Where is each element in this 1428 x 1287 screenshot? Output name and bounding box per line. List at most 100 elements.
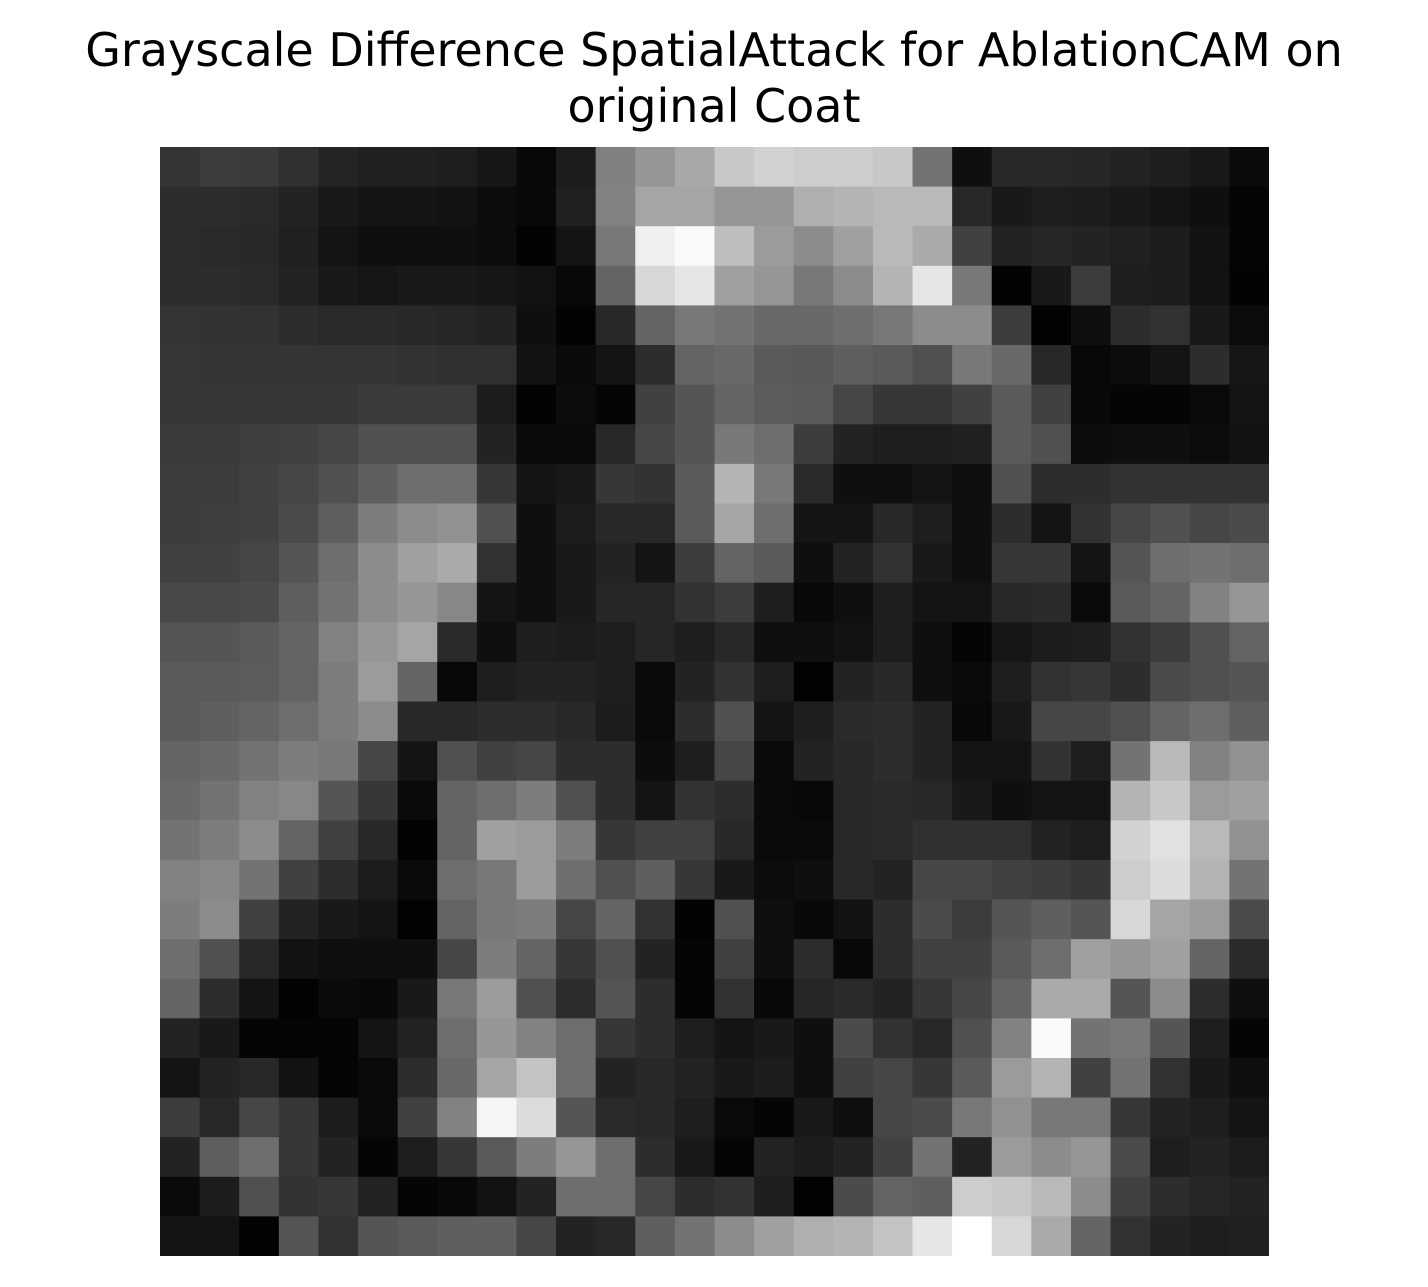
heatmap-cell-r1-c16 [793,186,834,227]
heatmap-cell-r18-c26 [1189,859,1230,901]
heatmap-cell-r25-c7 [437,1137,478,1178]
heatmap-cell-r20-c0 [160,939,201,980]
heatmap-cell-r8-c4 [318,463,359,505]
heatmap-cell-r25-c2 [239,1137,280,1178]
heatmap-cell-r19-c25 [1150,899,1191,940]
heatmap-cell-r14-c21 [991,701,1032,742]
heatmap-cell-r21-c16 [793,978,834,1019]
heatmap-cell-r6-c7 [437,384,478,425]
heatmap-cell-r26-c8 [476,1176,518,1217]
heatmap-cell-r26-c20 [952,1176,993,1217]
heatmap-cell-r21-c2 [239,978,280,1019]
heatmap-cell-r20-c10 [556,939,597,980]
heatmap-cell-r11-c6 [397,582,438,623]
heatmap-cell-r7-c23 [1070,424,1112,465]
heatmap-cell-r1-c12 [635,186,676,227]
heatmap-cell-r20-c13 [674,939,716,980]
heatmap-cell-r0-c24 [1110,147,1151,188]
heatmap-cell-r10-c13 [674,543,716,584]
heatmap-cell-r7-c11 [595,424,636,465]
heatmap-cell-r10-c26 [1189,543,1230,584]
heatmap-cell-r1-c9 [516,186,557,227]
heatmap-cell-r1-c18 [872,186,914,227]
heatmap-cell-r12-c27 [1229,622,1269,663]
heatmap-cell-r2-c16 [793,226,834,267]
heatmap-cell-r26-c14 [714,1176,755,1217]
heatmap-cell-r11-c26 [1189,582,1230,623]
heatmap-cell-r15-c11 [595,741,636,782]
heatmap-cell-r13-c12 [635,661,676,703]
heatmap-cell-r0-c16 [793,147,834,188]
heatmap-cell-r11-c13 [674,582,716,623]
heatmap-cell-r25-c22 [1031,1137,1072,1178]
heatmap-cell-r24-c25 [1150,1097,1191,1138]
heatmap-cell-r9-c16 [793,503,834,544]
heatmap-cell-r3-c21 [991,265,1032,307]
heatmap-cell-r26-c17 [833,1176,874,1217]
heatmap-cell-r7-c10 [556,424,597,465]
heatmap-cell-r14-c5 [358,701,399,742]
heatmap-cell-r6-c24 [1110,384,1151,425]
heatmap-cell-r13-c4 [318,661,359,703]
heatmap-cell-r25-c3 [278,1137,320,1178]
heatmap-cell-r1-c10 [556,186,597,227]
heatmap-cell-r9-c1 [199,503,240,544]
heatmap-cell-r14-c26 [1189,701,1230,742]
heatmap-cell-r13-c5 [358,661,399,703]
heatmap-cell-r12-c8 [476,622,518,663]
heatmap-cell-r4-c12 [635,305,676,346]
heatmap-cell-r24-c0 [160,1097,201,1138]
heatmap-cell-r0-c13 [674,147,716,188]
heatmap-cell-r8-c20 [952,463,993,505]
heatmap-cell-r3-c18 [872,265,914,307]
heatmap-cell-r8-c11 [595,463,636,505]
heatmap-cell-r7-c16 [793,424,834,465]
heatmap-cell-r22-c16 [793,1018,834,1059]
heatmap-cell-r15-c0 [160,741,201,782]
heatmap-cell-r20-c8 [476,939,518,980]
heatmap-cell-r17-c0 [160,820,201,861]
heatmap-cell-r4-c0 [160,305,201,346]
heatmap-cell-r7-c7 [437,424,478,465]
heatmap-cell-r24-c13 [674,1097,716,1138]
heatmap-cell-r22-c14 [714,1018,755,1059]
heatmap-cell-r0-c0 [160,147,201,188]
heatmap-cell-r26-c6 [397,1176,438,1217]
heatmap-cell-r0-c3 [278,147,320,188]
heatmap-cell-r5-c27 [1229,345,1269,386]
heatmap-cell-r2-c0 [160,226,201,267]
heatmap-cell-r3-c15 [754,265,795,307]
heatmap-cell-r16-c15 [754,780,795,821]
heatmap-cell-r11-c20 [952,582,993,623]
heatmap-cell-r15-c9 [516,741,557,782]
heatmap-cell-r27-c12 [635,1216,676,1256]
heatmap-cell-r15-c12 [635,741,676,782]
heatmap-cell-r26-c25 [1150,1176,1191,1217]
heatmap-cell-r23-c13 [674,1057,716,1099]
heatmap-cell-r24-c2 [239,1097,280,1138]
heatmap-cell-r6-c25 [1150,384,1191,425]
heatmap-cell-r27-c10 [556,1216,597,1256]
heatmap-cell-r23-c4 [318,1057,359,1099]
heatmap-cell-r26-c21 [991,1176,1032,1217]
heatmap-cell-r0-c26 [1189,147,1230,188]
heatmap-cell-r22-c21 [991,1018,1032,1059]
heatmap-cell-r18-c5 [358,859,399,901]
heatmap-cell-r11-c19 [912,582,953,623]
heatmap-cell-r18-c18 [872,859,914,901]
heatmap-cell-r12-c17 [833,622,874,663]
heatmap-cell-r6-c21 [991,384,1032,425]
heatmap-cell-r5-c5 [358,345,399,386]
heatmap-cell-r26-c7 [437,1176,478,1217]
heatmap-cell-r15-c4 [318,741,359,782]
heatmap-cell-r14-c0 [160,701,201,742]
heatmap-cell-r21-c6 [397,978,438,1019]
heatmap-cell-r16-c2 [239,780,280,821]
heatmap-cell-r6-c27 [1229,384,1269,425]
heatmap-cell-r21-c1 [199,978,240,1019]
heatmap-cell-r26-c22 [1031,1176,1072,1217]
heatmap-cell-r16-c22 [1031,780,1072,821]
heatmap-cell-r10-c19 [912,543,953,584]
heatmap-cell-r25-c1 [199,1137,240,1178]
heatmap-cell-r27-c27 [1229,1216,1269,1256]
